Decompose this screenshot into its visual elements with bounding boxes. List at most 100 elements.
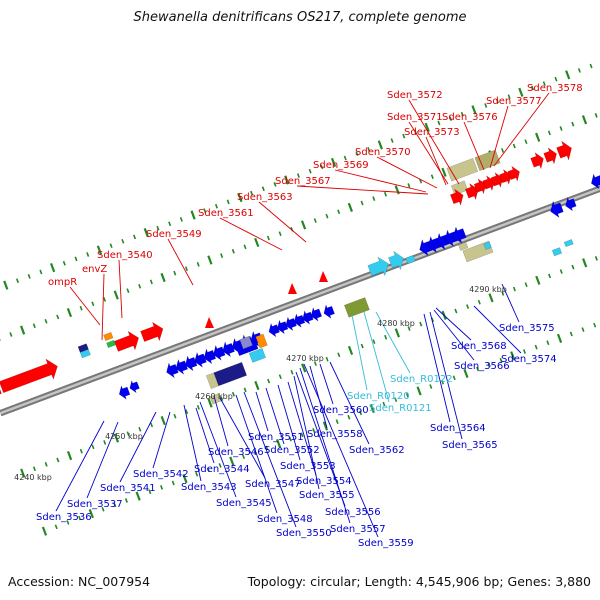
gene-label-lower: Sden_3541 (100, 483, 156, 494)
gene-arrow (543, 147, 557, 165)
rna-label: Sden_R0121 (369, 403, 432, 414)
gene-label-lower: Sden_3546 (208, 447, 264, 458)
tick-mark (126, 288, 130, 294)
label-leader (213, 395, 229, 447)
tick-mark (402, 133, 406, 139)
tick-mark (452, 375, 456, 381)
gene-feature (474, 149, 501, 172)
label-leader (287, 381, 317, 476)
tick-mark (407, 326, 411, 331)
tick-mark (171, 480, 175, 486)
gene-label-lower: Sden_3566 (454, 361, 510, 372)
tick-mark (384, 334, 388, 340)
tick-mark (390, 138, 394, 143)
tick-mark (347, 414, 351, 420)
tick-mark (103, 440, 107, 445)
label-leader (375, 311, 411, 374)
tick-mark (559, 269, 563, 274)
label-leader (329, 361, 370, 445)
tick-mark (173, 413, 177, 419)
tick-mark (133, 234, 137, 240)
scale-label: 4290 kbp (469, 285, 507, 294)
tick-mark (185, 409, 189, 415)
gene-label-lower: Sden_3555 (299, 490, 355, 501)
tick-mark (476, 366, 480, 372)
gene-label-lower: Sden_3575 (499, 323, 555, 334)
tick-mark (56, 314, 60, 320)
tick-mark (135, 491, 141, 501)
gene-label-lower: Sden_3545 (216, 498, 272, 509)
tick-mark (273, 182, 277, 187)
gene-label-upper: ompR (48, 277, 77, 288)
tick-mark (359, 410, 363, 416)
gene-arrow (129, 379, 140, 394)
tick-mark (267, 378, 271, 384)
gene-label-upper: Sden_3563 (237, 192, 293, 203)
tick-mark (206, 467, 210, 473)
tick-mark (377, 140, 383, 150)
gene-arrow (185, 355, 198, 372)
label-leader (296, 185, 429, 195)
label-leader (489, 105, 509, 169)
tick-mark (150, 422, 154, 428)
gene-arrow (175, 358, 189, 375)
gene-arrow (302, 309, 314, 325)
tick-mark (229, 456, 235, 466)
tick-mark (32, 323, 36, 329)
label-leader (299, 367, 351, 524)
gene-arrow (213, 344, 226, 361)
tick-mark (237, 192, 243, 203)
gene-label-lower: Sden_3574 (501, 354, 557, 365)
tick-mark (449, 116, 453, 121)
tick-mark (477, 299, 481, 305)
tick-mark (218, 463, 222, 468)
tick-mark (565, 70, 571, 80)
gene-feature (563, 239, 574, 248)
gene-arrow (203, 348, 217, 365)
gene-arrow (277, 319, 289, 335)
gene-arrow (310, 306, 323, 322)
gene-arrow (453, 226, 467, 244)
tick-mark (510, 351, 516, 361)
tick-mark (143, 227, 149, 238)
gene-feature (113, 330, 139, 352)
tick-mark (495, 98, 499, 104)
tick-mark (265, 445, 269, 451)
gene-label-lower: Sden_3543 (181, 482, 237, 493)
tick-mark (156, 225, 160, 231)
gene-label-upper: Sden_3578 (527, 83, 583, 94)
tick-mark (74, 256, 78, 262)
tick-mark (190, 210, 196, 220)
tick-mark (254, 380, 260, 391)
gene-feature (103, 331, 114, 342)
tick-mark (559, 126, 563, 131)
tick-mark (308, 168, 312, 174)
tick-mark (466, 304, 470, 309)
tick-mark (109, 243, 113, 249)
label-leader (167, 238, 194, 286)
tick-mark (44, 319, 48, 324)
tick-mark (487, 362, 491, 367)
gene-label-upper: Sden_3561 (198, 208, 254, 219)
tick-mark (261, 186, 265, 192)
tick-mark (382, 401, 386, 407)
label-leader (255, 391, 269, 432)
gene-label-upper: Sden_3567 (275, 176, 331, 187)
label-leader (119, 411, 157, 483)
tick-mark (101, 506, 105, 512)
gene-label-upper: Sden_3540 (97, 250, 153, 261)
tick-mark (360, 343, 364, 349)
genome-title: Shewanella denitrificans OS217, complete… (133, 10, 467, 25)
tick-mark (288, 436, 292, 442)
tick-mark (91, 301, 95, 307)
gene-feature (239, 335, 253, 350)
label-leader (277, 384, 301, 461)
label-leader (235, 394, 278, 514)
tick-mark (39, 269, 43, 275)
scale-label: 4240 kbp (14, 473, 52, 482)
tick-mark (355, 151, 359, 157)
tick-mark (571, 121, 575, 127)
gene-label-lower: Sden_3536 (36, 512, 92, 523)
gene-label-lower: Sden_3548 (257, 514, 313, 525)
tick-mark (160, 415, 166, 426)
